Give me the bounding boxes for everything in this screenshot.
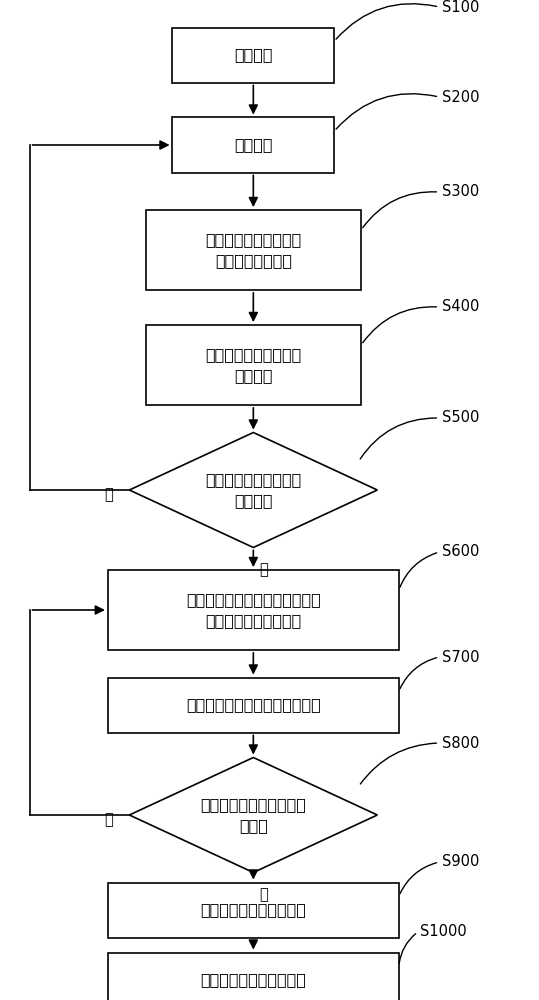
Text: 计算定时偏差并进行调整: 计算定时偏差并进行调整 [201,902,306,918]
Text: S600: S600 [442,544,479,560]
FancyBboxPatch shape [172,117,334,172]
Text: S400: S400 [442,299,479,314]
Text: S200: S200 [442,90,480,104]
Text: 是: 是 [260,888,268,902]
FancyBboxPatch shape [108,952,399,1000]
Text: S500: S500 [442,410,479,426]
FancyBboxPatch shape [108,678,399,732]
Text: 判断峰均比是否大于第
一门限值: 判断峰均比是否大于第 一门限值 [205,472,301,508]
FancyBboxPatch shape [108,570,399,650]
Text: 判断峰均比是否大于第二
门限值: 判断峰均比是否大于第二 门限值 [201,797,306,833]
Text: 否: 否 [105,488,113,502]
Text: 将接收到的数据与已知
序列进行滑动相关: 将接收到的数据与已知 序列进行滑动相关 [205,232,301,268]
Text: 对滑动相关结果进行峰
均比计算: 对滑动相关结果进行峰 均比计算 [205,347,301,383]
FancyBboxPatch shape [172,27,334,83]
Text: S1000: S1000 [420,924,467,940]
Text: 是: 是 [260,562,268,578]
Text: 接收数据: 接收数据 [234,137,273,152]
Polygon shape [129,758,377,872]
Text: S800: S800 [442,736,479,750]
Text: 对滑动相关结果进行峰均比计算: 对滑动相关结果进行峰均比计算 [186,698,321,712]
FancyBboxPatch shape [146,210,361,290]
Text: 进入长前导数据接收状态: 进入长前导数据接收状态 [201,972,306,988]
Text: S100: S100 [442,0,479,14]
Text: 否: 否 [105,812,113,828]
FancyBboxPatch shape [108,882,399,938]
Text: S900: S900 [442,854,479,869]
Text: S300: S300 [442,184,479,200]
Text: 启动侦听: 启动侦听 [234,47,273,62]
Polygon shape [129,432,377,548]
Text: 继续接收数据，将接收的数据与
已知序列进行滑动相关: 继续接收数据，将接收的数据与 已知序列进行滑动相关 [186,592,321,628]
FancyBboxPatch shape [146,325,361,405]
Text: S700: S700 [442,650,480,664]
